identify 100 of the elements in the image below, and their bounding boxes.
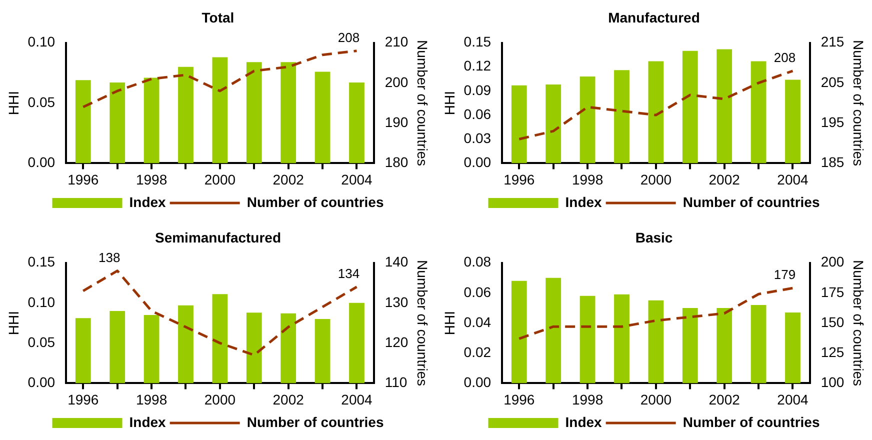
legend-label: Index — [565, 194, 602, 210]
y-tick-label: 0.09 — [464, 82, 492, 98]
y2-tick-label: 175 — [820, 284, 844, 300]
bar — [682, 50, 698, 164]
x-tick-label: 1998 — [136, 171, 168, 188]
y2-tick-label: 125 — [820, 344, 844, 360]
bar — [314, 72, 330, 164]
line-series — [82, 270, 358, 356]
chart-title: Semimanufactured — [154, 229, 282, 246]
data-label: 179 — [774, 267, 796, 282]
legend-label: Index — [129, 194, 166, 210]
x-tick-label: 2000 — [204, 171, 236, 188]
y-tick-label: 0.00 — [464, 374, 492, 390]
x-tick-label: 1996 — [504, 391, 535, 408]
x-tick-label: 2000 — [640, 391, 672, 408]
bar — [110, 82, 126, 164]
x-tick-label: 2004 — [341, 171, 373, 188]
chart-title: Total — [202, 9, 234, 26]
y-tick-label: 0.10 — [28, 34, 56, 50]
y-tick-label: 0.08 — [464, 254, 492, 270]
bar — [716, 308, 732, 384]
bar — [648, 300, 664, 384]
y2-tick-label: 195 — [820, 114, 844, 130]
bar — [75, 80, 91, 164]
y2-tick-label: 200 — [384, 74, 408, 90]
legend-label: Number of countries — [682, 194, 820, 210]
y-axis-title: HHI — [5, 310, 22, 336]
y2-tick-label: 140 — [384, 254, 408, 270]
bar — [750, 61, 766, 164]
y-tick-label: 0.06 — [464, 284, 492, 300]
bar — [580, 76, 596, 164]
bar — [212, 294, 228, 384]
y-tick-label: 0.04 — [464, 314, 492, 330]
x-tick-label: 1996 — [68, 171, 99, 188]
x-tick-label: 2002 — [272, 391, 304, 408]
data-label: 134 — [338, 266, 360, 281]
bar — [246, 62, 262, 164]
bar — [614, 70, 630, 164]
y-tick-label: 0.10 — [28, 294, 56, 310]
y-tick-label: 0.00 — [28, 154, 56, 170]
bar — [178, 66, 194, 164]
y2-tick-label: 130 — [384, 294, 408, 310]
bar — [716, 49, 732, 164]
data-label: 208 — [774, 50, 796, 65]
data-label: 208 — [338, 30, 360, 45]
bar — [785, 312, 800, 384]
y2-axis-title: Number of countries — [850, 260, 867, 386]
y-axis-title: HHI — [441, 310, 458, 336]
bar — [648, 61, 664, 164]
x-tick-label: 2000 — [204, 391, 236, 408]
x-tick-label: 2004 — [341, 391, 373, 408]
bar — [110, 310, 126, 384]
y2-tick-label: 150 — [820, 314, 844, 330]
y2-tick-label: 100 — [820, 374, 844, 390]
x-tick-label: 1998 — [136, 391, 168, 408]
bar — [144, 314, 160, 384]
data-label: 138 — [98, 250, 120, 265]
x-tick-label: 2002 — [708, 171, 740, 188]
bar — [75, 318, 91, 384]
legend-label: Number of countries — [246, 194, 384, 210]
y-tick-label: 0.15 — [28, 254, 56, 270]
y2-tick-label: 185 — [820, 154, 844, 170]
bar — [750, 304, 766, 384]
x-tick-label: 2004 — [777, 171, 809, 188]
bar — [546, 84, 562, 164]
y-axis-title: HHI — [5, 90, 22, 116]
line-series — [82, 50, 358, 108]
y-tick-label: 0.05 — [28, 334, 56, 350]
bar — [314, 318, 330, 384]
y2-tick-label: 210 — [384, 34, 408, 50]
bar — [511, 280, 527, 384]
y2-tick-label: 180 — [384, 154, 408, 170]
x-tick-label: 1996 — [504, 171, 535, 188]
bar — [144, 78, 160, 164]
bar — [580, 296, 596, 384]
y2-tick-label: 120 — [384, 334, 408, 350]
bar — [246, 312, 262, 384]
x-tick-label: 1998 — [572, 391, 604, 408]
y-tick-label: 0.03 — [464, 130, 492, 146]
x-tick-label: 2002 — [708, 391, 740, 408]
bar — [178, 305, 194, 384]
bar — [280, 62, 296, 164]
x-tick-label: 1998 — [572, 171, 604, 188]
bar — [682, 308, 698, 384]
y2-tick-label: 110 — [384, 374, 408, 390]
y2-axis-title: Number of countries — [414, 40, 431, 166]
x-tick-label: 2002 — [272, 171, 304, 188]
y-tick-label: 0.15 — [464, 34, 492, 50]
bar — [614, 294, 630, 384]
bar — [212, 57, 228, 164]
y-tick-label: 0.05 — [28, 94, 56, 110]
chart-title: Basic — [635, 229, 673, 246]
y-tick-label: 0.02 — [464, 344, 492, 360]
legend-label: Index — [129, 414, 166, 430]
x-tick-label: 1996 — [68, 391, 99, 408]
legend-label: Index — [565, 414, 602, 430]
line-series — [518, 70, 794, 140]
y-tick-label: 0.00 — [464, 154, 492, 170]
bar — [349, 302, 364, 384]
x-tick-label: 2000 — [640, 171, 672, 188]
